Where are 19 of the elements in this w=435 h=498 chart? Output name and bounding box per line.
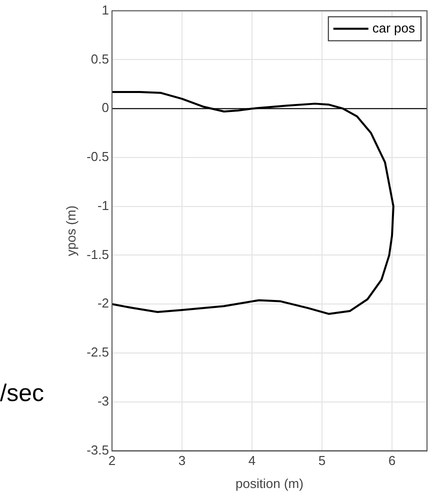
y-tick-label: 0 [102, 100, 109, 116]
y-tick-label: -2.5 [86, 344, 109, 360]
x-axis-title: position (m) [236, 476, 304, 491]
y-tick-label: -1.5 [86, 246, 109, 262]
y-tick-label: -1 [97, 198, 109, 213]
x-tick-label: 2 [108, 453, 116, 468]
y-tick-label: -3.5 [86, 442, 109, 458]
x-tick-label: 4 [248, 453, 256, 468]
y-tick-label: -3 [97, 393, 109, 408]
x-tick-label: 6 [388, 453, 396, 468]
text: /sec [0, 380, 44, 408]
x-tick-label: 5 [318, 453, 326, 468]
legend-label: car pos [372, 20, 416, 36]
y-tick-label: 0.5 [90, 51, 109, 66]
y-tick-label: -0.5 [86, 149, 109, 164]
y-tick-label: 1 [102, 2, 109, 18]
y-tick-label: -2 [97, 296, 109, 311]
y-axis-title: ypos (m) [63, 206, 78, 256]
x-tick-label: 3 [178, 453, 186, 468]
